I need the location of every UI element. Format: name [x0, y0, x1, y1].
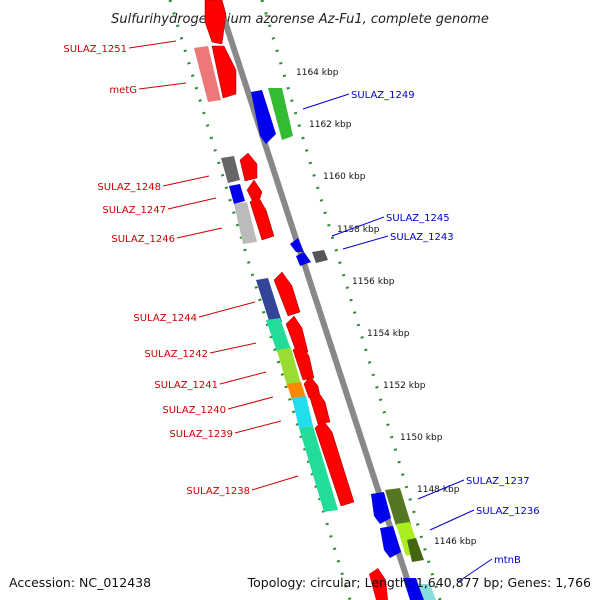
scale-tick-label: 1156 kbp: [352, 277, 395, 287]
map-title: Sulfurihydrogenibium azorense Az-Fu1, co…: [111, 12, 489, 27]
gene-feature: [385, 488, 411, 526]
gene-feature: [403, 578, 424, 600]
scale-tick-label: 1150 kbp: [400, 433, 443, 443]
gene-label: SULAZ_1236: [476, 506, 540, 517]
gene-feature: [314, 419, 355, 507]
leader-line: [227, 396, 274, 410]
gene-label: SULAZ_1241: [154, 380, 218, 391]
gene-label: SULAZ_1247: [102, 205, 166, 216]
gene-feature: [268, 88, 293, 140]
gene-label: SULAZ_1244: [133, 313, 197, 324]
leader-line: [198, 301, 256, 318]
gene-label: SULAZ_1248: [97, 182, 161, 193]
gene-label: mtnB: [494, 555, 521, 566]
gene-feature: [299, 426, 338, 512]
right-gene-labels: SULAZ_1249 SULAZ_1245 SULAZ_1243 SULAZ_1237…: [302, 90, 540, 583]
leader-line: [162, 175, 210, 187]
gene-feature: [369, 568, 388, 600]
gene-feature: [266, 318, 291, 352]
gene-features: [194, 0, 436, 600]
leader-line: [234, 420, 282, 434]
gene-feature: [239, 152, 258, 182]
gene-feature: [312, 250, 328, 263]
gene-label: metG: [109, 85, 137, 96]
scale-tick-label: 1160 kbp: [323, 172, 366, 182]
gene-feature: [221, 156, 240, 183]
gene-label: SULAZ_1246: [111, 234, 175, 245]
gene-feature: [249, 195, 275, 241]
leader-line: [342, 235, 389, 250]
guide-rails: [168, 0, 442, 600]
gene-label: SULAZ_1249: [351, 90, 415, 101]
leader-line: [128, 40, 177, 49]
scale-tick-label: 1164 kbp: [296, 68, 339, 78]
gene-feature: [234, 202, 257, 244]
gene-label: SULAZ_1237: [466, 476, 530, 487]
gene-feature: [256, 278, 282, 324]
leader-line: [219, 371, 267, 385]
gene-feature: [273, 271, 301, 317]
gene-label: SULAZ_1242: [144, 349, 208, 360]
gene-feature: [292, 343, 315, 381]
leader-line: [251, 475, 299, 491]
gene-feature: [211, 45, 237, 99]
scale-tick-label: 1158 kbp: [337, 225, 380, 235]
gene-label: SULAZ_1245: [386, 213, 450, 224]
leader-line: [176, 227, 223, 239]
leader-line: [167, 197, 217, 210]
gene-label: SULAZ_1251: [63, 44, 127, 55]
leader-line: [331, 216, 385, 237]
genome-summary-label: Topology: circular; Length: 1,640,877 bp…: [247, 575, 591, 590]
outer-left-rail: [168, 0, 352, 600]
scale-tick-label: 1152 kbp: [383, 381, 426, 391]
scale-labels: 1164 kbp 1162 kbp 1160 kbp 1158 kbp 1156 kbp…: [296, 68, 477, 547]
scale-tick-label: 1146 kbp: [434, 537, 477, 547]
gene-feature: [292, 396, 313, 428]
gene-feature: [246, 179, 263, 201]
gene-label: SULAZ_1239: [169, 429, 233, 440]
gene-feature: [277, 348, 301, 386]
gene-label: SULAZ_1240: [162, 405, 226, 416]
accession-label: Accession: NC_012438: [9, 575, 151, 590]
leader-line: [302, 93, 350, 110]
gene-feature: [229, 184, 245, 204]
leader-line: [417, 479, 465, 500]
gene-feature: [290, 238, 304, 252]
gene-feature: [251, 90, 276, 144]
inner-right-rail: [260, 0, 442, 600]
leader-line: [138, 82, 187, 90]
gene-feature: [204, 0, 227, 45]
gene-feature: [380, 526, 401, 558]
gene-feature: [194, 46, 221, 102]
gene-feature: [371, 492, 391, 524]
scale-tick-label: 1148 kbp: [417, 485, 460, 495]
leader-line: [457, 558, 493, 583]
gene-feature: [309, 389, 331, 425]
leader-line: [209, 342, 257, 354]
gene-feature: [287, 382, 306, 400]
gene-label: SULAZ_1243: [390, 232, 454, 243]
gene-feature: [296, 252, 311, 266]
leader-line: [429, 509, 475, 531]
gene-feature: [418, 584, 436, 600]
gene-label: SULAZ_1238: [186, 486, 250, 497]
scale-tick-label: 1154 kbp: [367, 329, 410, 339]
gene-feature: [407, 538, 424, 562]
left-gene-labels: SULAZ_1251 metG SULAZ_1248 SULAZ_1247 SULAZ_…: [63, 40, 299, 497]
scale-tick-label: 1162 kbp: [309, 120, 352, 130]
